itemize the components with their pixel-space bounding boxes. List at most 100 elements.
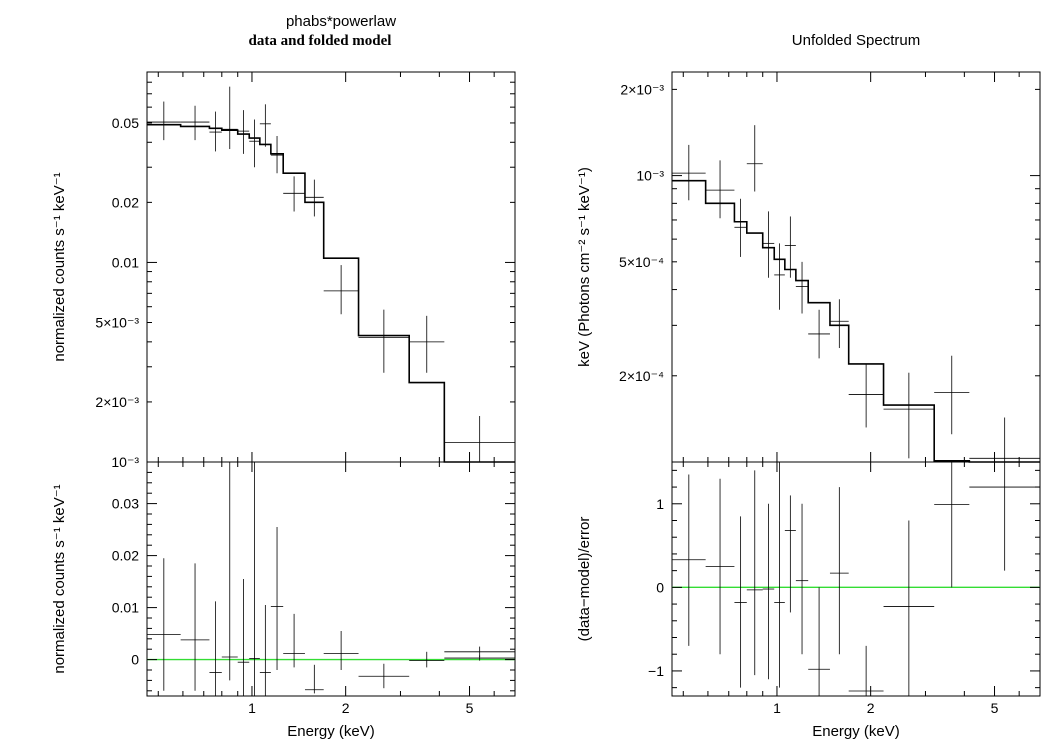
bottom-panel: 1 0 −1 (data−model)/error (576, 461, 1041, 697)
data-point (734, 198, 747, 257)
x-axis-label: Energy (keV) (812, 723, 900, 740)
data-point (444, 655, 515, 661)
bottom-panel: 0.03 0.02 0.01 0 normalized counts s⁻¹ keV⁻¹ (51, 461, 516, 697)
data-point (784, 216, 796, 278)
x-tick-label: 1 (248, 700, 256, 716)
data-point (774, 462, 785, 688)
data-point (237, 579, 250, 696)
data-point (444, 416, 515, 462)
y-tick-label: 2×10⁻³ (620, 81, 664, 97)
x-tick-label: 1 (773, 700, 781, 716)
data-point (304, 179, 324, 217)
data-point (209, 111, 222, 152)
y-axis-label: normalized counts s⁻¹ keV⁻¹ (51, 172, 68, 361)
x-tick-label: 2 (342, 700, 350, 716)
data-point (147, 558, 181, 691)
y-tick-label: 5×10⁻³ (95, 315, 139, 331)
top-frame (146, 71, 516, 463)
x-tick-label: 2 (867, 700, 875, 716)
data-point (270, 527, 284, 670)
data-point (746, 125, 763, 192)
data-point (209, 601, 222, 696)
y-tick-label: 2×10⁻⁴ (619, 368, 664, 384)
data-point (237, 110, 250, 154)
data-point (283, 176, 305, 212)
data-point (829, 299, 849, 349)
data-point (147, 101, 181, 141)
chart-subtitle: data and folded model (249, 33, 392, 49)
y-tick-label: 0.01 (112, 254, 139, 270)
bottom-frame (671, 461, 1041, 697)
data-point (283, 613, 305, 668)
y-axis-label: (data−model)/error (576, 517, 593, 642)
y-tick-label: 2×10⁻³ (95, 394, 139, 410)
data-point (883, 520, 935, 696)
data-point (848, 363, 884, 428)
model-step-line (672, 179, 1040, 463)
bottom-frame (146, 461, 516, 697)
data-point (180, 105, 210, 141)
data-point (705, 478, 735, 655)
data-point (934, 462, 970, 588)
data-point (323, 265, 359, 315)
data-point (672, 474, 706, 646)
y-tick-label: −1 (648, 663, 664, 679)
data-point (180, 563, 210, 691)
top-frame (671, 71, 1041, 463)
data-point (808, 587, 830, 696)
data-point (795, 261, 809, 314)
data-point (221, 86, 238, 150)
data-point (934, 355, 970, 435)
x-axis-label: Energy (keV) (287, 723, 375, 740)
data-point (734, 516, 747, 688)
y-axis-label: keV (Photons cm⁻² s⁻¹ keV⁻¹) (576, 167, 593, 367)
data-point (249, 462, 260, 696)
data-point (409, 315, 445, 373)
data-point (883, 372, 935, 459)
data-point (762, 211, 775, 278)
data-point (969, 417, 1040, 462)
y-tick-label: 0 (656, 579, 664, 595)
data-point (409, 651, 445, 668)
data-point (762, 503, 775, 680)
data-point (784, 495, 796, 613)
y-tick-label: 10⁻³ (111, 454, 139, 470)
y-axis-label: normalized counts s⁻¹ keV⁻¹ (51, 484, 68, 673)
y-tick-label: 0.03 (112, 496, 139, 512)
model-step-line (147, 123, 515, 463)
chart-title: phabs*powerlaw (286, 13, 396, 30)
top-panel: 0.05 0.02 0.01 5×10⁻³ 2×10⁻³ 10⁻³ normalized c… (51, 71, 516, 470)
data-point (259, 104, 271, 147)
data-point (358, 309, 410, 373)
data-point (259, 605, 271, 696)
y-tick-label: 0.01 (112, 600, 139, 616)
y-tick-label: 5×10⁻⁴ (619, 254, 664, 270)
x-tick-label: 5 (466, 700, 474, 716)
data-point (774, 243, 785, 310)
data-point (795, 503, 809, 655)
data-point (444, 646, 515, 657)
data-point (249, 119, 260, 168)
y-tick-label: 0.05 (112, 115, 139, 131)
y-tick-label: 0.02 (112, 194, 139, 210)
y-tick-label: 0 (131, 652, 139, 668)
data-point (323, 631, 359, 670)
chart-2: Unfolded Spectrum 2×10⁻³ 10⁻³ 5×10⁻⁴ 2×10⁻⁴ k… (576, 32, 1041, 740)
data-point (829, 487, 849, 655)
top-panel: 2×10⁻³ 10⁻³ 5×10⁻⁴ 2×10⁻⁴ keV (Photons cm⁻² … (576, 71, 1041, 463)
data-point (221, 462, 238, 681)
data-point (358, 663, 410, 689)
data-point (705, 160, 735, 219)
data-point (848, 645, 884, 696)
chart-title: Unfolded Spectrum (792, 32, 920, 49)
data-point (672, 144, 706, 201)
y-tick-label: 1 (656, 496, 664, 512)
data-point (746, 470, 763, 676)
data-point (808, 309, 830, 359)
data-point (969, 462, 1040, 571)
y-tick-label: 0.02 (112, 548, 139, 564)
x-tick-label: 5 (991, 700, 999, 716)
y-tick-label: 10⁻³ (636, 168, 664, 184)
